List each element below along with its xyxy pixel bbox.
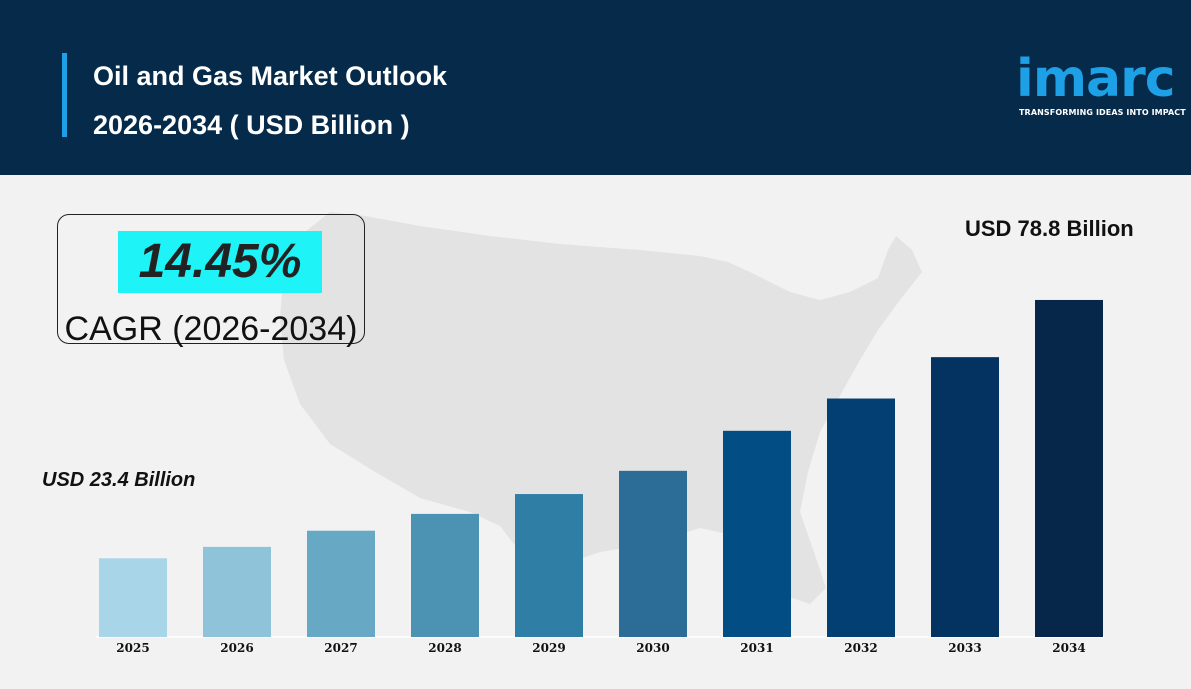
x-tick-label-2025: 2025: [116, 641, 149, 655]
annotation-start-value: USD 23.4 Billion: [42, 469, 196, 491]
cagr-label: CAGR (2026-2034): [64, 310, 358, 348]
bar-2025: [99, 558, 167, 637]
x-tick-label-2033: 2033: [948, 641, 981, 655]
title-line-2: 2026-2034 ( USD Billion ): [93, 110, 410, 140]
logo-wordmark: imarc: [1016, 49, 1176, 109]
bar-2032: [827, 398, 895, 637]
imarc-logo: imarc TRANSFORMING IDEAS INTO IMPACT: [1016, 50, 1186, 122]
annotation-end-value: USD 78.8 Billion: [965, 216, 1134, 241]
x-tick-label-2029: 2029: [532, 641, 565, 655]
bar-2034: [1035, 299, 1103, 637]
bar-2026: [203, 546, 271, 637]
x-tick-label-2030: 2030: [636, 641, 669, 655]
bar-2028: [411, 513, 479, 637]
cagr-highlight: [118, 231, 322, 293]
bar-2033: [931, 357, 999, 637]
bar-2027: [307, 530, 375, 637]
x-tick-label-2031: 2031: [740, 641, 773, 655]
chart-title: Oil and Gas Market Outlook 2026-2034 ( U…: [93, 52, 447, 150]
title-line-1: Oil and Gas Market Outlook: [93, 61, 448, 91]
x-tick-label-2034: 2034: [1052, 641, 1085, 655]
logo-tagline: TRANSFORMING IDEAS INTO IMPACT: [1019, 108, 1186, 117]
x-tick-label-2026: 2026: [220, 641, 253, 655]
x-tick-label-2032: 2032: [844, 641, 877, 655]
cagr-value: 14.45%: [138, 235, 302, 288]
x-tick-label-2027: 2027: [324, 641, 357, 655]
x-tick-label-2028: 2028: [428, 641, 461, 655]
header-banner: Oil and Gas Market Outlook 2026-2034 ( U…: [0, 0, 1191, 175]
bar-2031: [723, 430, 791, 637]
bar-2029: [515, 494, 583, 637]
title-accent-bar: [62, 53, 67, 137]
bar-2030: [619, 470, 687, 637]
cagr-box: 14.45% CAGR (2026-2034): [57, 214, 365, 348]
